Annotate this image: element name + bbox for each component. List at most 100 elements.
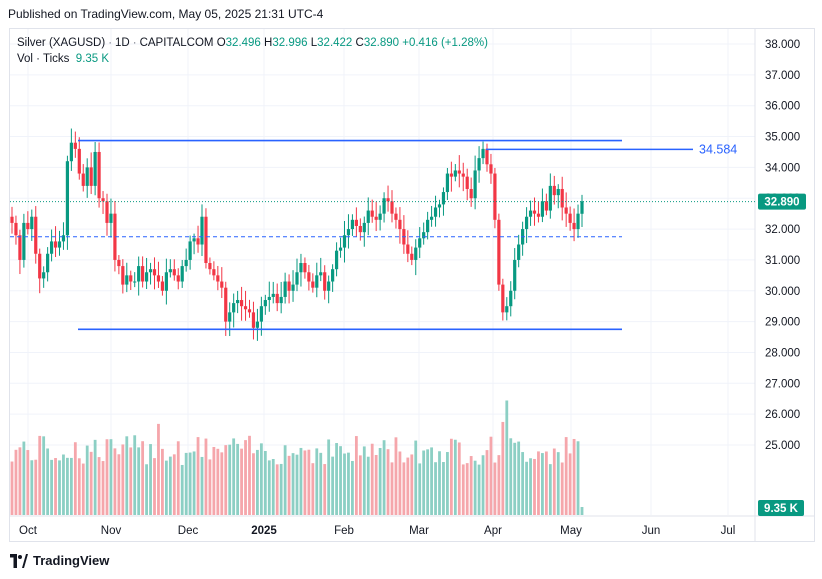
volume-bar bbox=[390, 462, 394, 515]
level-label: 34.584 bbox=[699, 142, 737, 156]
volume-bar bbox=[343, 453, 346, 515]
candle-body bbox=[469, 188, 473, 199]
candle-body bbox=[374, 216, 378, 220]
candle-body bbox=[429, 216, 434, 220]
volume-bar bbox=[469, 456, 473, 515]
volume-bar bbox=[26, 450, 30, 515]
last-volume-tag bbox=[758, 500, 804, 516]
volume-bar bbox=[271, 458, 275, 515]
volume-bar bbox=[133, 435, 137, 515]
candle-body bbox=[251, 312, 256, 328]
candle-body bbox=[457, 170, 461, 174]
volume-bar bbox=[121, 444, 125, 515]
volume-bar bbox=[46, 448, 50, 515]
chart-frame bbox=[9, 28, 815, 542]
volume-bar bbox=[117, 454, 121, 515]
volume-bar bbox=[220, 452, 224, 515]
candle-body bbox=[556, 188, 560, 196]
candle-body bbox=[172, 269, 176, 276]
volume-bar bbox=[224, 445, 228, 515]
volume-bar bbox=[30, 460, 34, 515]
x-tick-label: Jul bbox=[721, 525, 736, 537]
volume-bar bbox=[347, 452, 350, 515]
interval-label: 1D bbox=[115, 37, 130, 49]
candle-body bbox=[156, 275, 161, 282]
symbol-name: Silver (XAGUSD) bbox=[17, 37, 106, 49]
volume-bar bbox=[461, 464, 465, 515]
volume-bar bbox=[240, 448, 243, 515]
volume-bar bbox=[38, 435, 42, 515]
volume-bar bbox=[398, 451, 402, 515]
candle-body bbox=[232, 303, 236, 313]
volume-bar bbox=[307, 449, 311, 515]
volume-bar bbox=[14, 449, 18, 515]
candle-body bbox=[378, 213, 382, 220]
open-value: 32.496 bbox=[225, 37, 261, 49]
high-key: H bbox=[264, 37, 273, 49]
close-key: C bbox=[355, 37, 364, 49]
candle-body bbox=[117, 259, 121, 267]
volume-bar bbox=[442, 462, 445, 515]
candle-body bbox=[445, 173, 450, 193]
candle-body bbox=[517, 244, 521, 260]
volume-bar bbox=[125, 436, 129, 515]
candle-body bbox=[331, 269, 335, 282]
candle-body bbox=[441, 192, 446, 205]
volume-bar bbox=[544, 451, 548, 515]
volume-bar bbox=[311, 463, 315, 515]
candle-body bbox=[307, 272, 311, 282]
volume-bar bbox=[410, 454, 414, 515]
volume-bar bbox=[279, 463, 283, 515]
candle-body bbox=[576, 213, 580, 230]
candle-body bbox=[216, 275, 220, 282]
volume-bar bbox=[453, 439, 457, 515]
candle-body bbox=[85, 167, 89, 186]
volume-bar bbox=[295, 454, 299, 515]
y-tick-label: 27.000 bbox=[765, 378, 800, 390]
candle-body bbox=[346, 229, 351, 236]
candle-body bbox=[489, 164, 493, 174]
candle-body bbox=[188, 241, 192, 260]
candle-body bbox=[513, 259, 517, 291]
x-tick-label: Apr bbox=[484, 525, 502, 537]
volume-bar bbox=[580, 507, 584, 515]
candle-body bbox=[69, 142, 73, 162]
volume-bar bbox=[521, 452, 525, 515]
candle-body bbox=[382, 198, 386, 214]
volume-value: 9.35 K bbox=[75, 53, 110, 65]
volume-bar bbox=[176, 441, 180, 515]
candle-body bbox=[449, 173, 453, 177]
volume-bar bbox=[335, 443, 338, 515]
footer-brand[interactable]: TradingView bbox=[10, 553, 109, 568]
volume-bar bbox=[552, 448, 556, 515]
candle-body bbox=[334, 250, 339, 270]
y-tick-label: 31.000 bbox=[765, 255, 800, 267]
candle-body bbox=[319, 272, 323, 276]
volume-bar bbox=[256, 449, 259, 515]
candle-body bbox=[323, 272, 327, 291]
volume-bar bbox=[299, 447, 303, 515]
candle-body bbox=[532, 210, 537, 214]
candle-body bbox=[461, 173, 465, 177]
candle-body bbox=[105, 201, 109, 223]
candle-body bbox=[49, 241, 54, 254]
volume-bar bbox=[109, 439, 113, 515]
volume-bar bbox=[414, 440, 418, 515]
y-tick-label: 26.000 bbox=[765, 409, 800, 421]
volume-bar bbox=[394, 437, 398, 515]
candle-body bbox=[505, 306, 509, 313]
candle-body bbox=[580, 201, 584, 214]
volume-bar bbox=[208, 459, 212, 515]
candle-body bbox=[30, 216, 34, 230]
low-value: 32.422 bbox=[317, 37, 353, 49]
volume-bar bbox=[113, 448, 117, 515]
candle-body bbox=[89, 167, 93, 186]
volume-bar bbox=[422, 450, 426, 515]
volume-bar bbox=[232, 438, 236, 515]
volume-bar bbox=[204, 438, 208, 515]
volume-bar bbox=[362, 446, 366, 515]
volume-bar bbox=[89, 451, 93, 515]
volume-bar bbox=[457, 442, 461, 515]
volume-bar bbox=[366, 456, 370, 515]
